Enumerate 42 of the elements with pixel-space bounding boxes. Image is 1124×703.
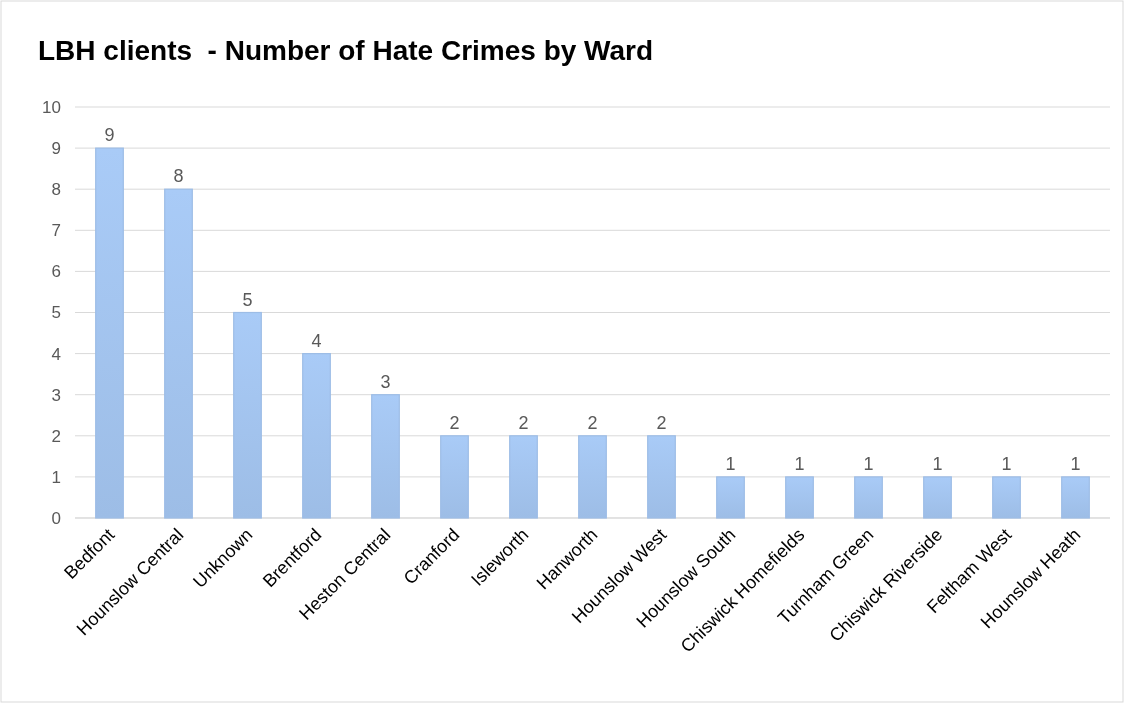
data-label: 1: [1070, 453, 1081, 474]
bar: [923, 476, 952, 519]
bar: [854, 476, 883, 519]
bar: [509, 435, 538, 519]
data-label: 1: [794, 453, 805, 474]
data-label: 1: [1001, 453, 1012, 474]
bar: [578, 435, 607, 519]
data-label: 2: [656, 412, 667, 433]
data-label: 4: [311, 330, 322, 351]
bar: [302, 353, 331, 519]
bar: [95, 147, 124, 519]
bar: [1061, 476, 1090, 519]
data-label: 8: [173, 166, 184, 187]
y-tick-label: 9: [51, 139, 61, 159]
y-tick-label: 10: [42, 97, 61, 117]
y-tick-label: 1: [51, 467, 61, 487]
data-label: 9: [104, 125, 115, 146]
bar: [164, 188, 193, 519]
bar: [440, 435, 469, 519]
bar: [785, 476, 814, 519]
data-label: 2: [587, 412, 598, 433]
y-tick-label: 7: [51, 221, 61, 241]
data-label: 2: [518, 412, 529, 433]
y-tick-label: 2: [51, 426, 61, 446]
y-tick-label: 0: [51, 508, 61, 528]
data-label: 1: [863, 453, 874, 474]
y-tick-label: 3: [51, 385, 61, 405]
bar: [992, 476, 1021, 519]
y-tick-label: 6: [51, 262, 61, 282]
data-label: 1: [932, 453, 943, 474]
data-label: 1: [725, 453, 736, 474]
bar: [371, 394, 400, 519]
data-label: 3: [380, 371, 391, 392]
chart-title: LBH clients - Number of Hate Crimes by Ward: [38, 35, 654, 66]
bar: [647, 435, 676, 519]
bar: [716, 476, 745, 519]
data-label: 2: [449, 412, 460, 433]
y-tick-label: 4: [51, 344, 61, 364]
y-tick-label: 5: [51, 303, 61, 323]
data-label: 5: [242, 289, 253, 310]
bar: [233, 311, 262, 519]
y-tick-label: 8: [51, 180, 61, 200]
